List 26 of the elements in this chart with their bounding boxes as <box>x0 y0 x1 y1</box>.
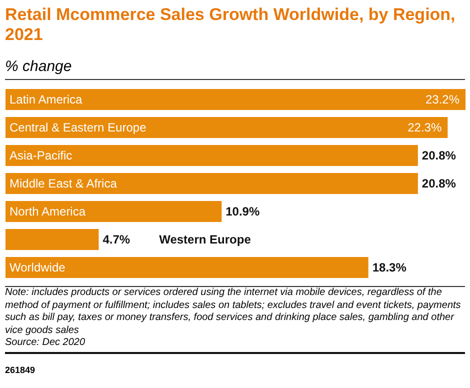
source-note: Source: Dec 2020 <box>5 337 86 348</box>
y-tick-label: Latin America <box>10 92 83 107</box>
data-label: 4.7% <box>102 232 130 247</box>
y-tick-label: Asia-Pacific <box>10 148 72 163</box>
data-label: 20.8% <box>422 176 456 191</box>
chart-subtitle: % change <box>5 56 72 77</box>
bar <box>6 173 418 194</box>
text: Note: includes products or services ordered using the internet via mobile devices, regardless of the method of payment or fulfillment; includes sales on tablets; excludes travel and event tickets, payments such as bill pay, taxes or money transfers, food services and drinking place sales, gambling and other vice goods sales <box>5 287 461 336</box>
data-label: 22.3% <box>408 120 442 135</box>
bar <box>6 201 222 222</box>
bar <box>6 257 368 278</box>
data-label: 10.9% <box>226 204 260 219</box>
y-tick-label: Worldwide <box>10 260 66 275</box>
bar <box>6 145 418 166</box>
y-tick-label: Central & Eastern Europe <box>10 120 147 135</box>
bar <box>6 229 99 250</box>
chart-title: Retail Mcommerce Sales Growth Worldwide, by Region, 2021 <box>5 5 456 46</box>
bar <box>6 117 448 138</box>
y-tick-label: Western Europe <box>159 232 252 247</box>
data-label: 23.2% <box>425 92 460 107</box>
y-tick-label: Middle East & Africa <box>10 176 118 191</box>
data-label: 18.3% <box>372 260 407 275</box>
bar <box>6 89 466 110</box>
y-tick-label: North America <box>10 204 86 219</box>
data-label: 20.8% <box>422 148 456 163</box>
text: 261849 <box>5 364 36 377</box>
